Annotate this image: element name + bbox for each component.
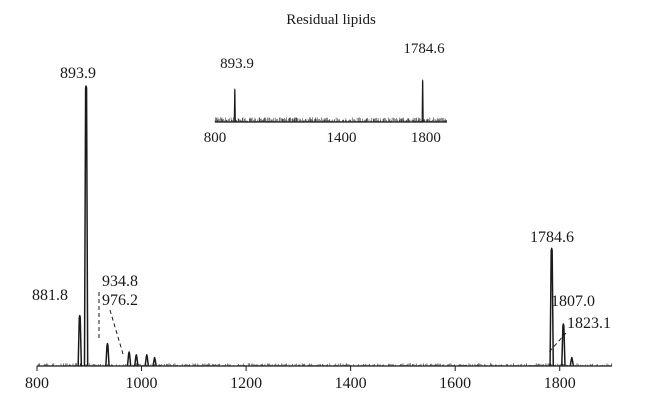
main-peak-label: 1823.1 bbox=[567, 315, 611, 332]
inset-x-tick-label: 1400 bbox=[327, 130, 357, 146]
main-x-tick-label: 1400 bbox=[335, 375, 367, 392]
inset-peak bbox=[421, 79, 424, 123]
inset-spectrum-chart: Residual lipids 800 1400 1800 893.9 1784.6 bbox=[204, 12, 447, 146]
main-spectrum-chart: 800 1000 1200 1400 1600 1800 893.9 881.8 934.8 97… bbox=[25, 65, 613, 392]
main-peak-label: 1784.6 bbox=[530, 229, 574, 246]
inset-peak bbox=[233, 88, 236, 123]
main-peak bbox=[133, 354, 139, 367]
inset-peak-label: 1784.6 bbox=[403, 41, 445, 57]
main-peak bbox=[126, 351, 132, 367]
main-peak bbox=[105, 342, 110, 367]
main-x-tick-label: 1600 bbox=[439, 375, 471, 392]
main-peak-label: 1807.0 bbox=[551, 293, 595, 310]
inset-title: Residual lipids bbox=[286, 12, 376, 28]
main-x-tick-label: 1800 bbox=[544, 375, 576, 392]
main-peak-label: 893.9 bbox=[60, 65, 96, 82]
inset-peak-label: 893.9 bbox=[220, 56, 254, 72]
main-peak bbox=[83, 85, 89, 367]
main-peak-label: 976.2 bbox=[102, 292, 138, 309]
main-peak-label: 881.8 bbox=[32, 287, 68, 304]
inset-noise-trace bbox=[214, 117, 447, 122]
main-peak bbox=[152, 356, 157, 367]
main-peak bbox=[77, 314, 83, 367]
inset-x-tick-label: 800 bbox=[204, 130, 227, 146]
main-peak bbox=[569, 356, 575, 367]
main-peak bbox=[144, 354, 150, 367]
inset-x-tick-label: 1800 bbox=[411, 130, 441, 146]
main-x-tick-label: 1200 bbox=[230, 375, 262, 392]
main-x-tick-label: 800 bbox=[25, 375, 49, 392]
main-x-tick-label: 1000 bbox=[126, 375, 158, 392]
main-annotation-leader bbox=[548, 332, 567, 353]
main-peak bbox=[549, 247, 555, 367]
main-annotation-leader bbox=[109, 309, 124, 355]
main-peak bbox=[561, 323, 566, 367]
main-peak-label: 934.8 bbox=[102, 273, 138, 290]
